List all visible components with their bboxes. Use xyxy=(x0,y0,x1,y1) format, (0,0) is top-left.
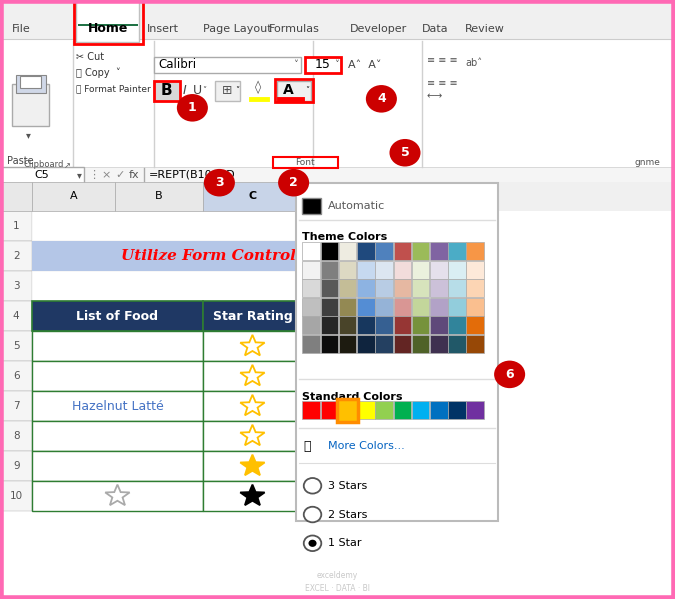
Text: Automatic: Automatic xyxy=(328,201,385,211)
Bar xyxy=(296,183,498,521)
Polygon shape xyxy=(240,455,265,475)
Text: 1 Star: 1 Star xyxy=(328,539,362,548)
Bar xyxy=(32,182,115,211)
Polygon shape xyxy=(240,485,265,505)
Bar xyxy=(339,242,356,260)
Bar xyxy=(3,46,74,163)
Bar xyxy=(0,391,32,421)
Text: Insert: Insert xyxy=(147,24,179,34)
Text: 7: 7 xyxy=(13,401,20,411)
Bar xyxy=(394,279,411,297)
Bar xyxy=(466,401,484,419)
Bar xyxy=(375,335,393,353)
Bar xyxy=(394,335,411,353)
Text: A: A xyxy=(70,192,78,201)
Bar xyxy=(0,451,32,481)
Bar xyxy=(339,279,356,297)
Bar xyxy=(302,335,320,353)
Bar xyxy=(20,76,40,88)
Bar xyxy=(0,481,32,511)
Text: 2: 2 xyxy=(290,176,298,189)
Bar xyxy=(115,182,202,211)
Bar xyxy=(394,261,411,279)
Circle shape xyxy=(389,139,421,167)
Bar xyxy=(277,81,310,101)
Bar xyxy=(0,0,675,39)
Text: 1: 1 xyxy=(188,101,196,114)
Bar xyxy=(448,298,466,316)
Text: ⋮: ⋮ xyxy=(88,170,99,180)
Bar xyxy=(412,261,429,279)
Bar xyxy=(466,335,484,353)
Text: ˅: ˅ xyxy=(236,86,240,95)
Bar xyxy=(375,242,393,260)
Circle shape xyxy=(304,536,321,551)
Text: B: B xyxy=(161,83,173,98)
Bar xyxy=(302,279,320,297)
Bar xyxy=(448,335,466,353)
Text: 3: 3 xyxy=(13,282,20,291)
Bar xyxy=(466,261,484,279)
Text: ˅: ˅ xyxy=(293,60,298,69)
Bar xyxy=(0,211,675,599)
Text: 🖌 Format Painter: 🖌 Format Painter xyxy=(76,84,151,94)
Bar xyxy=(32,421,202,451)
Text: ▾: ▾ xyxy=(26,130,31,140)
Text: ab˄: ab˄ xyxy=(466,58,483,68)
Text: ˅: ˅ xyxy=(333,60,339,69)
Text: C: C xyxy=(248,192,256,201)
Bar xyxy=(0,331,32,361)
Bar xyxy=(430,242,448,260)
Text: 📋 Copy  ˅: 📋 Copy ˅ xyxy=(76,68,120,78)
Bar xyxy=(357,335,375,353)
Bar xyxy=(215,81,240,101)
Bar xyxy=(154,81,180,101)
Bar xyxy=(0,167,675,183)
Text: B: B xyxy=(155,192,163,201)
Bar xyxy=(32,481,202,511)
Text: 2: 2 xyxy=(13,252,20,261)
Bar xyxy=(339,261,356,279)
Bar xyxy=(202,301,302,331)
Circle shape xyxy=(204,169,235,196)
Text: Hazelnut Latté: Hazelnut Latté xyxy=(72,400,163,413)
Text: ↗: ↗ xyxy=(64,161,71,170)
Text: 3: 3 xyxy=(215,176,223,189)
Bar xyxy=(0,301,32,331)
Bar xyxy=(430,335,448,353)
Text: 3 Stars: 3 Stars xyxy=(328,481,367,491)
Bar xyxy=(302,316,320,334)
Bar xyxy=(412,279,429,297)
Bar xyxy=(76,0,139,42)
Text: exceldemy
EXCEL · DATA · BI: exceldemy EXCEL · DATA · BI xyxy=(305,571,370,594)
Bar xyxy=(357,298,375,316)
Text: More Colors...: More Colors... xyxy=(328,441,405,451)
Bar xyxy=(466,316,484,334)
Text: fx: fx xyxy=(128,170,139,180)
Text: gnme: gnme xyxy=(634,158,660,167)
Bar xyxy=(430,316,448,334)
Bar xyxy=(202,391,302,421)
Bar xyxy=(321,316,338,334)
Text: ✓: ✓ xyxy=(115,170,125,180)
Bar xyxy=(357,401,375,419)
Bar xyxy=(202,331,302,361)
Bar xyxy=(0,271,32,301)
Bar xyxy=(154,57,301,73)
Bar xyxy=(302,298,320,316)
Bar xyxy=(12,84,49,126)
Bar xyxy=(202,421,302,451)
Circle shape xyxy=(366,85,397,113)
Bar xyxy=(412,335,429,353)
Text: U: U xyxy=(192,84,202,97)
Text: 6: 6 xyxy=(506,368,514,381)
Bar xyxy=(302,242,320,260)
Bar xyxy=(339,298,356,316)
Bar xyxy=(32,211,437,241)
Text: ⊞: ⊞ xyxy=(222,84,233,97)
Bar xyxy=(321,298,338,316)
Text: ◊: ◊ xyxy=(255,81,262,94)
Bar xyxy=(0,182,32,211)
Text: ×: × xyxy=(102,170,111,180)
